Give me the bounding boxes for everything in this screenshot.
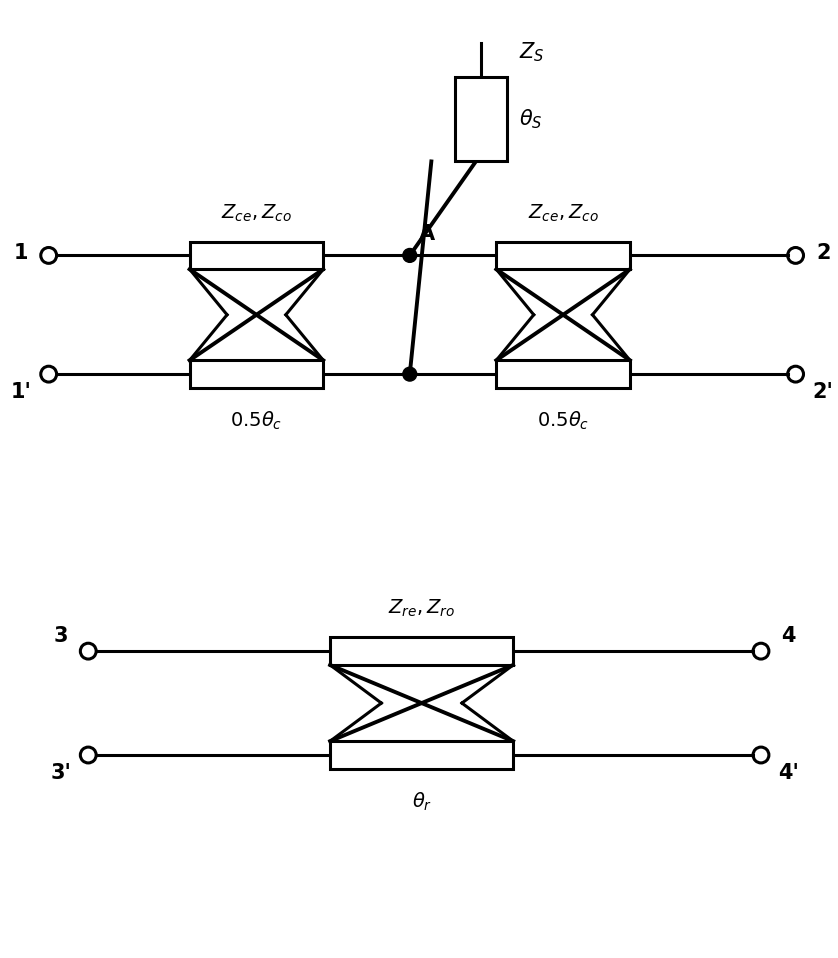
Circle shape: [403, 248, 416, 262]
Bar: [189, 360, 323, 388]
Circle shape: [403, 367, 416, 381]
Bar: [496, 360, 630, 388]
Text: 2': 2': [813, 382, 834, 402]
Text: $Z_S$: $Z_S$: [519, 41, 544, 64]
Text: $0.5\theta_c$: $0.5\theta_c$: [230, 410, 282, 432]
Bar: [496, 241, 630, 269]
Text: 2: 2: [816, 243, 830, 263]
Text: 3': 3': [50, 763, 71, 783]
Bar: [455, 78, 507, 162]
Text: $\theta_r$: $\theta_r$: [411, 790, 432, 813]
Text: 4': 4': [779, 763, 799, 783]
Text: $\theta_S$: $\theta_S$: [519, 107, 542, 131]
Bar: [330, 741, 513, 769]
Bar: [330, 637, 513, 665]
Text: $Z_{ce},Z_{co}$: $Z_{ce},Z_{co}$: [221, 202, 292, 224]
Text: 1': 1': [11, 382, 31, 402]
Text: 1: 1: [13, 243, 28, 263]
Text: $Z_{re},Z_{ro}$: $Z_{re},Z_{ro}$: [388, 598, 455, 620]
Text: A: A: [418, 223, 435, 243]
Text: 4: 4: [781, 627, 796, 647]
Text: $Z_{ce},Z_{co}$: $Z_{ce},Z_{co}$: [528, 202, 598, 224]
Text: 3: 3: [54, 627, 68, 647]
Text: $0.5\theta_c$: $0.5\theta_c$: [537, 410, 589, 432]
Bar: [189, 241, 323, 269]
